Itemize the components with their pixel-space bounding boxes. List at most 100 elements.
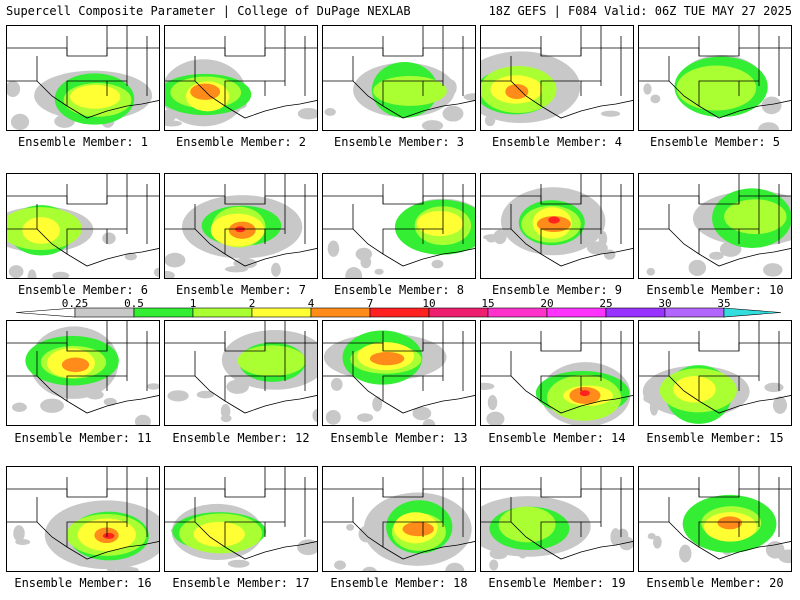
scp-low-fill: [165, 252, 186, 268]
scp-low-fill: [40, 398, 64, 413]
state-boundary: [481, 521, 633, 560]
scp-low-fill: [346, 523, 355, 531]
state-boundary: [481, 47, 633, 57]
scp-low-fill: [327, 240, 340, 257]
legend-tick-label: 0.25: [61, 297, 89, 310]
ensemble-map-panel: [164, 466, 318, 572]
state-boundary: [7, 488, 159, 498]
legend-color-swatch: [605, 307, 666, 318]
legend-color-swatch: [251, 307, 312, 318]
state-boundary: [323, 342, 475, 352]
legend-color-swatch: [428, 307, 489, 318]
state-boundary: [481, 342, 633, 352]
legend-tick-label: 4: [307, 297, 315, 310]
state-boundary: [382, 467, 464, 537]
ensemble-map-panel: [322, 320, 476, 426]
scp-contour-fill: [579, 390, 590, 397]
scp-contour-fill: [673, 375, 716, 403]
ensemble-map-panel: [638, 466, 792, 572]
state-boundary: [382, 321, 464, 391]
legend-tick-label: 15: [481, 297, 495, 310]
state-boundary: [639, 342, 791, 352]
state-boundary: [698, 321, 780, 391]
scp-low-fill: [165, 270, 175, 278]
scp-low-fill: [619, 536, 633, 551]
ensemble-map-panel: [638, 320, 792, 426]
legend-tick-label: 30: [658, 297, 672, 310]
state-boundary: [66, 174, 148, 244]
state-boundary: [540, 521, 582, 547]
ensemble-map-panel: [6, 320, 160, 426]
ensemble-member-label: Ensemble Member: 9: [491, 283, 623, 297]
state-boundary: [7, 342, 159, 352]
legend-tick-label: 25: [599, 297, 613, 310]
state-boundary: [224, 80, 266, 106]
scp-low-fill: [765, 541, 785, 559]
ensemble-member-label: Ensemble Member: 17: [172, 576, 310, 590]
state-boundary: [481, 195, 633, 205]
scp-low-fill: [7, 80, 21, 98]
scp-low-fill: [27, 269, 37, 278]
scp-low-fill: [709, 251, 724, 260]
scp-contour-fill: [505, 84, 529, 100]
scp-contour-fill: [416, 210, 463, 237]
state-boundary: [224, 521, 266, 547]
state-boundary: [224, 26, 306, 96]
state-boundary: [7, 521, 159, 560]
ensemble-member-label: Ensemble Member: 19: [488, 576, 626, 590]
state-boundary: [323, 228, 475, 267]
scp-low-fill: [764, 382, 784, 393]
state-boundary: [224, 467, 306, 537]
ensemble-map-panel: [322, 25, 476, 131]
scp-contour-fill: [61, 357, 90, 373]
legend-tick-label: 2: [248, 297, 256, 310]
state-boundary: [540, 375, 582, 401]
legend-color-swatch: [192, 307, 253, 318]
scp-low-fill: [489, 559, 499, 571]
state-boundary: [165, 488, 317, 498]
state-boundary: [165, 80, 317, 119]
state-boundary: [323, 375, 475, 414]
scp-low-fill: [603, 249, 616, 260]
state-boundary: [7, 47, 159, 57]
valid-time: 18Z GEFS | F084 Valid: 06Z TUE MAY 27 20…: [488, 4, 792, 18]
scp-contour-fill: [536, 216, 571, 232]
ensemble-map-panel: [480, 466, 634, 572]
scp-contour-fill: [102, 532, 115, 539]
scp-low-fill: [297, 107, 317, 120]
scp-low-fill: [643, 83, 652, 95]
scp-contour-fill: [373, 76, 447, 106]
scp-low-fill: [357, 413, 374, 422]
scp-low-fill: [445, 562, 465, 571]
ensemble-map-panel: [164, 25, 318, 131]
scp-low-fill: [124, 252, 137, 261]
scp-low-fill: [196, 390, 215, 399]
legend-tick-label: 1: [189, 297, 197, 310]
legend-color-swatch: [487, 307, 548, 318]
ensemble-map-panel: [6, 173, 160, 279]
scp-low-fill: [601, 110, 621, 117]
scp-low-fill: [330, 377, 343, 391]
state-boundary: [66, 467, 148, 537]
scp-low-fill: [431, 259, 444, 269]
ensemble-map-panel: [164, 173, 318, 279]
state-boundary: [224, 228, 266, 254]
state-boundary: [165, 228, 317, 267]
state-boundary: [698, 521, 740, 547]
scp-low-fill: [679, 544, 692, 563]
scp-low-fill: [227, 559, 250, 568]
scp-contour-fill: [724, 199, 787, 235]
state-boundary: [540, 26, 622, 96]
scp-low-fill: [167, 390, 189, 402]
state-boundary: [639, 47, 791, 57]
legend-tick-label: 0.5: [124, 297, 144, 310]
ensemble-member-label: Ensemble Member: 1: [17, 135, 149, 149]
ensemble-map-panel: [480, 25, 634, 131]
state-boundary: [224, 174, 306, 244]
ensemble-map-panel: [164, 320, 318, 426]
ensemble-member-label: Ensemble Member: 18: [330, 576, 468, 590]
scp-low-fill: [761, 96, 782, 115]
scp-low-fill: [758, 122, 780, 130]
scp-low-fill: [486, 235, 497, 243]
ensemble-member-label: Ensemble Member: 8: [333, 283, 465, 297]
